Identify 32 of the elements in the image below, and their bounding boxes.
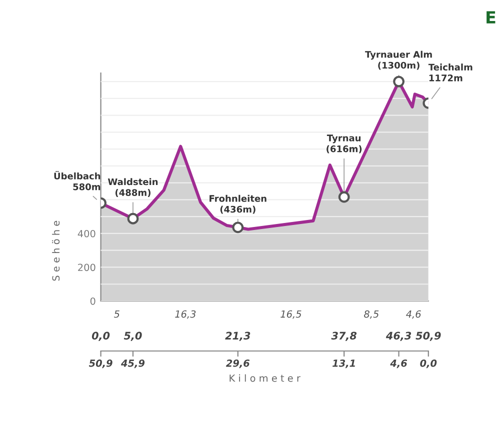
x2-tick-label: 0,0: [420, 360, 437, 368]
annotation: Übelbach 580m: [54, 170, 100, 190]
x-tick-label: 37,8: [331, 332, 357, 341]
annotation: Frohnleiten (436m): [210, 194, 266, 214]
text: E: [486, 11, 496, 24]
point: [338, 191, 350, 203]
y-tick-label: 400: [78, 230, 96, 238]
annotation: Teichalm 1172m: [428, 64, 472, 82]
y-axis-title: S e e h ö h e: [52, 220, 60, 281]
x2-tick-label: 50,9: [88, 360, 112, 368]
text: 5: [114, 310, 120, 318]
point: [393, 76, 404, 88]
x-tick-label: 21,3: [225, 332, 250, 341]
y-tick-label: 0: [90, 297, 96, 305]
x2-tick-label: 13,1: [332, 360, 355, 368]
annotation: Waldstein (488m): [108, 178, 158, 198]
point: [232, 222, 244, 234]
x2-tick-label: 45,9: [120, 360, 145, 368]
point: [127, 212, 139, 224]
x-tick-label: 0,0: [92, 332, 110, 341]
x-tick-label: 46,3: [386, 332, 412, 341]
x2-tick-label: 4,6: [390, 360, 408, 368]
text: 16,3: [175, 310, 196, 319]
x2-axis-title: K i l o m e t e r: [230, 374, 300, 382]
y-tick-label: 200: [78, 264, 96, 272]
x-tick-label: 50,9: [416, 332, 441, 341]
annotation: Tyrnau (616m): [326, 134, 362, 154]
text: 4,6: [406, 310, 421, 319]
text: 8,5: [364, 310, 379, 319]
text: 16,5: [280, 310, 302, 319]
x2-tick-label: 29,6: [226, 360, 250, 368]
x-tick-label: 5,0: [124, 332, 142, 341]
